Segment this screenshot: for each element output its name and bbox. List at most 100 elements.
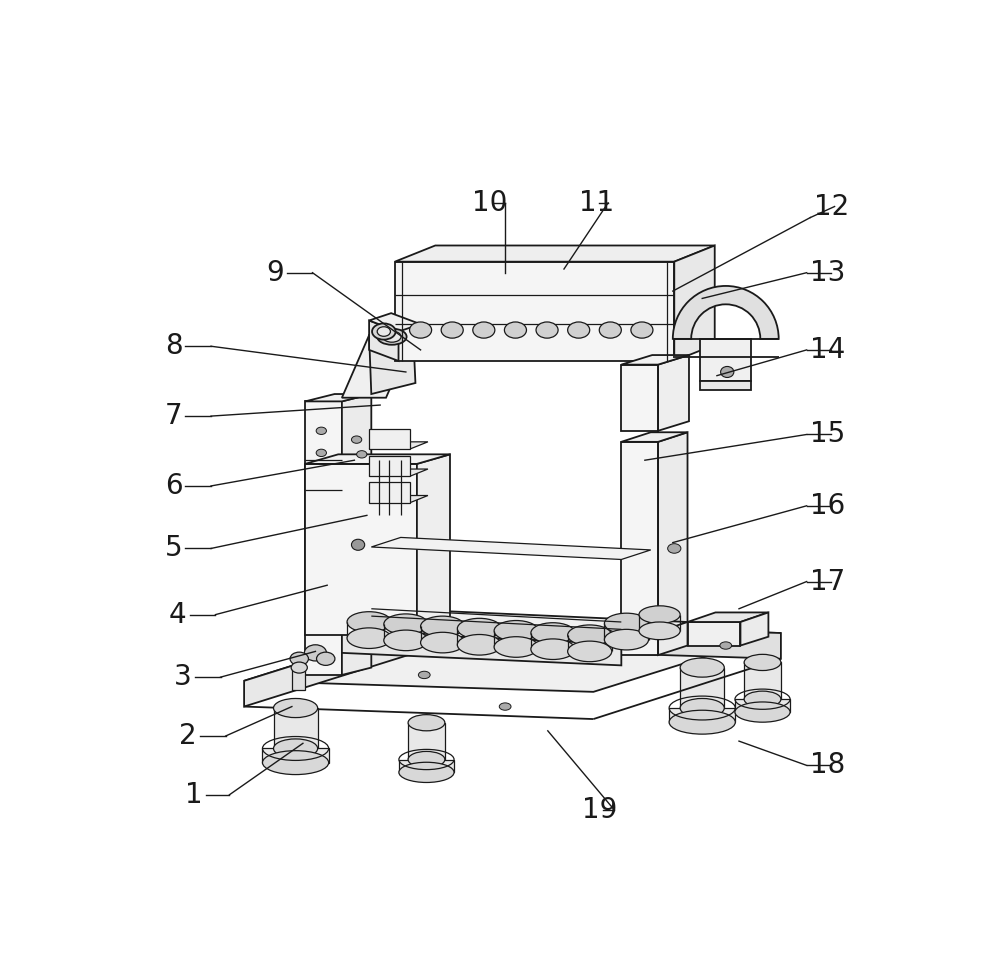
Ellipse shape — [399, 762, 454, 782]
Ellipse shape — [669, 711, 735, 734]
Polygon shape — [688, 612, 768, 622]
Ellipse shape — [351, 540, 365, 550]
Polygon shape — [342, 394, 371, 675]
Ellipse shape — [418, 671, 430, 679]
Polygon shape — [371, 538, 651, 560]
Polygon shape — [305, 464, 417, 635]
Polygon shape — [262, 749, 329, 763]
Polygon shape — [369, 313, 421, 331]
Polygon shape — [395, 245, 715, 262]
Ellipse shape — [457, 634, 501, 655]
Polygon shape — [740, 612, 768, 646]
Polygon shape — [342, 609, 688, 644]
Polygon shape — [305, 401, 342, 675]
Ellipse shape — [639, 605, 680, 624]
Polygon shape — [369, 469, 428, 477]
Ellipse shape — [604, 613, 649, 634]
Ellipse shape — [408, 752, 445, 768]
Ellipse shape — [473, 322, 495, 338]
Ellipse shape — [316, 427, 326, 435]
Polygon shape — [735, 699, 790, 712]
Text: 16: 16 — [810, 492, 846, 520]
Ellipse shape — [721, 367, 734, 377]
Ellipse shape — [536, 322, 558, 338]
Ellipse shape — [347, 612, 391, 632]
Polygon shape — [700, 339, 751, 381]
Ellipse shape — [304, 645, 326, 661]
Text: 10: 10 — [472, 189, 507, 217]
Polygon shape — [432, 622, 781, 659]
Polygon shape — [369, 335, 415, 394]
Polygon shape — [674, 245, 715, 361]
Ellipse shape — [377, 327, 390, 336]
Text: 13: 13 — [810, 259, 846, 286]
Text: 14: 14 — [810, 336, 846, 364]
Polygon shape — [342, 335, 413, 397]
Ellipse shape — [744, 654, 781, 670]
Ellipse shape — [316, 449, 326, 456]
Polygon shape — [244, 622, 432, 707]
Ellipse shape — [631, 322, 653, 338]
Ellipse shape — [499, 703, 511, 711]
Text: 19: 19 — [582, 796, 618, 823]
Ellipse shape — [357, 451, 367, 458]
Polygon shape — [680, 668, 724, 708]
Polygon shape — [369, 496, 428, 503]
Polygon shape — [369, 442, 428, 449]
Ellipse shape — [384, 614, 428, 634]
Polygon shape — [369, 482, 410, 503]
Polygon shape — [688, 622, 740, 646]
Ellipse shape — [680, 658, 724, 677]
Ellipse shape — [383, 331, 401, 342]
Ellipse shape — [457, 618, 501, 639]
Text: 1: 1 — [185, 781, 203, 809]
Ellipse shape — [274, 739, 318, 758]
Ellipse shape — [568, 625, 612, 646]
Polygon shape — [369, 429, 410, 449]
Polygon shape — [621, 433, 688, 442]
Ellipse shape — [531, 623, 575, 644]
Ellipse shape — [494, 621, 538, 641]
Ellipse shape — [680, 698, 724, 717]
Polygon shape — [744, 663, 781, 699]
Ellipse shape — [531, 639, 575, 660]
Ellipse shape — [347, 627, 391, 648]
Ellipse shape — [408, 714, 445, 731]
Polygon shape — [700, 381, 751, 391]
Ellipse shape — [668, 543, 681, 553]
Ellipse shape — [441, 322, 463, 338]
Polygon shape — [408, 723, 445, 759]
Text: 9: 9 — [266, 259, 284, 286]
Polygon shape — [399, 759, 454, 773]
Polygon shape — [658, 433, 688, 655]
Ellipse shape — [421, 632, 465, 653]
Polygon shape — [342, 631, 621, 666]
Polygon shape — [621, 355, 689, 365]
Polygon shape — [274, 708, 318, 749]
Ellipse shape — [351, 435, 362, 443]
Ellipse shape — [262, 751, 329, 775]
Polygon shape — [292, 668, 305, 690]
Ellipse shape — [744, 691, 781, 708]
Text: 8: 8 — [165, 332, 182, 360]
Polygon shape — [369, 321, 399, 361]
Ellipse shape — [494, 637, 538, 657]
Ellipse shape — [604, 629, 649, 650]
Polygon shape — [621, 442, 658, 655]
Ellipse shape — [568, 322, 590, 338]
Text: 4: 4 — [169, 601, 187, 628]
Ellipse shape — [639, 622, 680, 640]
Text: 6: 6 — [165, 472, 182, 500]
Polygon shape — [305, 455, 450, 464]
Polygon shape — [395, 262, 674, 361]
Ellipse shape — [377, 329, 407, 345]
Polygon shape — [305, 394, 371, 401]
Text: 18: 18 — [810, 752, 846, 779]
Polygon shape — [369, 456, 410, 477]
Polygon shape — [244, 622, 781, 691]
Ellipse shape — [317, 652, 335, 666]
Text: 17: 17 — [810, 567, 846, 596]
Polygon shape — [417, 455, 450, 635]
Text: 11: 11 — [579, 189, 614, 217]
Polygon shape — [621, 365, 658, 431]
